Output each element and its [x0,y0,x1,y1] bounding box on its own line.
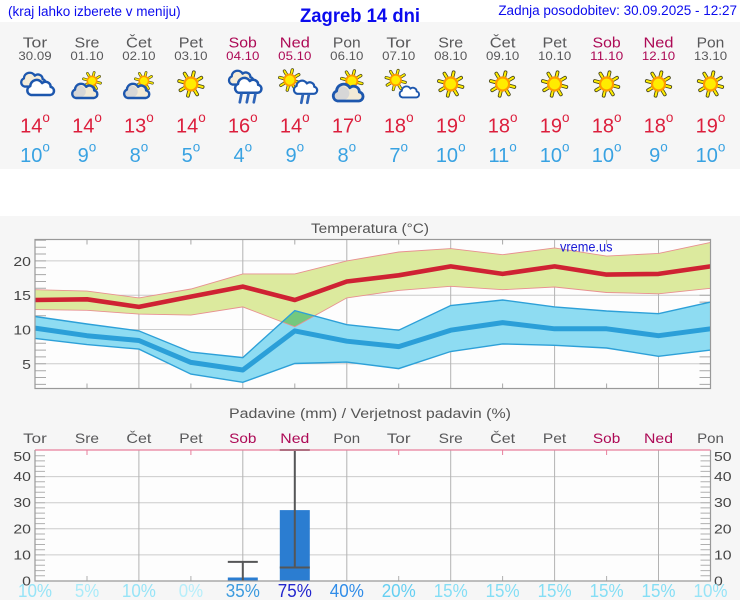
svg-text:10: 10 [13,323,31,338]
svg-text:08.10: 08.10 [434,51,467,63]
svg-text:40: 40 [13,469,31,484]
svg-text:75%: 75% [278,581,312,600]
svg-text:Temperatura (°C): Temperatura (°C) [311,221,429,236]
svg-text:Ned: Ned [644,36,674,52]
svg-text:15: 15 [13,288,31,303]
svg-text:Ned: Ned [644,430,673,446]
svg-text:Sre: Sre [439,430,463,446]
svg-text:Pet: Pet [543,430,566,446]
svg-text:Pet: Pet [179,36,203,52]
svg-text:11.10: 11.10 [590,51,623,63]
svg-text:Čet: Čet [490,430,515,446]
svg-text:30: 30 [714,495,732,510]
svg-text:20: 20 [714,521,732,536]
svg-text:35%: 35% [226,581,260,600]
svg-text:15%: 15% [642,581,676,600]
svg-text:30: 30 [13,495,31,510]
svg-text:03.10: 03.10 [174,51,207,63]
svg-text:0%: 0% [179,581,203,600]
svg-text:15%: 15% [434,581,468,600]
svg-text:50: 50 [714,449,732,464]
svg-text:20: 20 [13,521,31,536]
svg-text:10.10: 10.10 [538,51,571,63]
svg-text:01.10: 01.10 [70,51,103,63]
svg-text:Sob: Sob [593,430,621,446]
svg-text:Sob: Sob [593,36,621,52]
svg-text:Zagreb 14 dni: Zagreb 14 dni [300,5,420,27]
svg-text:02.10: 02.10 [122,51,155,63]
svg-text:Ned: Ned [280,430,309,446]
svg-text:Sre: Sre [438,36,463,52]
svg-text:Sob: Sob [229,430,257,446]
svg-text:Tor: Tor [23,36,48,52]
svg-text:Pon: Pon [333,430,360,446]
svg-text:Padavine (mm) / Verjetnost pad: Padavine (mm) / Verjetnost padavin (%) [229,406,511,421]
svg-text:04.10: 04.10 [226,51,259,63]
svg-text:Pon: Pon [697,36,725,52]
svg-text:09.10: 09.10 [486,51,519,63]
svg-text:Sob: Sob [229,36,257,52]
svg-text:07.10: 07.10 [382,51,415,63]
svg-text:0: 0 [22,574,31,589]
svg-text:Pet: Pet [543,36,567,52]
svg-text:50: 50 [13,449,31,464]
svg-text:5%: 5% [75,581,99,600]
svg-text:Čet: Čet [126,35,152,52]
svg-text:10%: 10% [122,581,156,600]
svg-text:Pet: Pet [179,430,202,446]
svg-text:Tor: Tor [386,36,411,52]
svg-text:10%: 10% [694,581,728,600]
svg-text:(kraj lahko izberete v meniju): (kraj lahko izberete v meniju) [8,4,181,19]
svg-text:Pon: Pon [333,36,361,52]
svg-text:0: 0 [714,574,723,589]
svg-text:Sre: Sre [75,430,99,446]
svg-text:15%: 15% [538,581,572,600]
svg-text:10%: 10% [18,581,52,600]
svg-text:vreme.us: vreme.us [560,239,613,255]
svg-text:05.10: 05.10 [278,51,311,63]
svg-text:Čet: Čet [126,430,151,446]
svg-text:06.10: 06.10 [330,51,363,63]
svg-text:15%: 15% [486,581,520,600]
svg-text:10: 10 [714,547,732,562]
svg-text:13.10: 13.10 [694,51,727,63]
svg-text:10: 10 [13,547,31,562]
svg-text:5: 5 [22,357,31,372]
svg-text:40%: 40% [330,581,364,600]
svg-text:15%: 15% [590,581,624,600]
svg-text:20%: 20% [382,581,416,600]
svg-text:Zadnja posodobitev: 30.09.2025: Zadnja posodobitev: 30.09.2025 - 12:27 [498,3,737,18]
svg-text:30.09: 30.09 [18,51,51,63]
svg-text:Čet: Čet [490,35,516,52]
svg-text:40: 40 [714,469,732,484]
svg-text:Tor: Tor [387,430,411,446]
svg-text:Tor: Tor [23,430,47,446]
svg-text:20: 20 [13,254,31,269]
svg-text:12.10: 12.10 [642,51,675,63]
svg-text:Pon: Pon [697,430,724,446]
svg-text:Ned: Ned [280,36,310,52]
svg-text:Sre: Sre [75,36,100,52]
